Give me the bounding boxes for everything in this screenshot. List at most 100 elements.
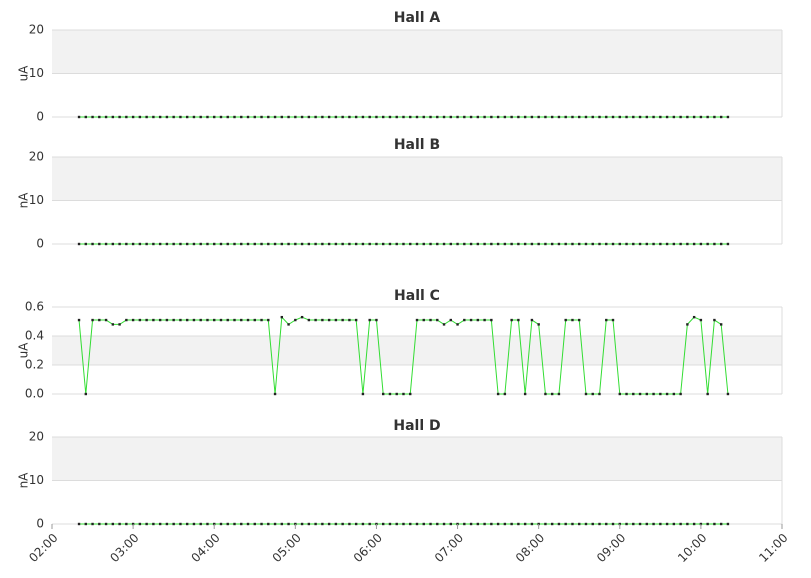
data-point	[185, 318, 189, 322]
data-point	[388, 115, 392, 119]
data-point	[652, 242, 655, 246]
data-point	[456, 242, 459, 246]
data-point	[436, 115, 439, 119]
data-point	[699, 242, 703, 246]
data-point	[578, 522, 581, 526]
data-point	[706, 522, 709, 526]
data-point	[287, 522, 290, 526]
data-point	[503, 242, 507, 246]
data-point	[456, 323, 459, 326]
panel-title: Hall C	[394, 288, 440, 304]
data-point	[361, 242, 365, 246]
data-point	[354, 318, 358, 322]
data-point	[300, 522, 304, 526]
data-point	[77, 522, 81, 526]
data-point	[179, 242, 182, 246]
data-point	[625, 522, 628, 526]
data-point	[618, 115, 621, 119]
data-point	[672, 522, 676, 526]
data-point	[368, 318, 371, 322]
data-point	[638, 392, 642, 396]
data-point	[449, 115, 452, 119]
x-tick-label: 06:00	[351, 531, 385, 565]
data-point	[375, 242, 378, 246]
data-point	[294, 318, 297, 322]
data-point	[145, 242, 148, 246]
data-point	[314, 115, 317, 119]
y-axis-label: nA	[17, 472, 31, 489]
data-point	[436, 522, 439, 526]
data-point	[645, 115, 649, 119]
data-point	[361, 115, 365, 119]
data-point	[699, 318, 703, 322]
data-point	[523, 115, 527, 119]
data-point	[598, 115, 601, 119]
data-point	[91, 522, 94, 526]
data-point	[510, 318, 513, 322]
x-tick-label: 08:00	[513, 531, 547, 565]
data-point	[476, 318, 480, 322]
data-point	[415, 318, 419, 322]
data-point	[584, 392, 588, 396]
data-point	[625, 242, 628, 246]
data-point	[111, 323, 115, 326]
data-point	[240, 242, 243, 246]
data-point	[449, 242, 452, 246]
data-point	[98, 115, 101, 119]
data-point	[185, 115, 189, 119]
data-point	[442, 522, 446, 526]
data-point	[348, 318, 351, 322]
data-point	[591, 115, 594, 119]
data-point	[557, 115, 561, 119]
data-point	[686, 115, 689, 119]
data-point	[665, 115, 669, 119]
data-point	[564, 318, 567, 322]
data-point	[510, 522, 513, 526]
data-point	[550, 392, 554, 396]
data-point	[523, 242, 527, 246]
data-point	[233, 115, 236, 119]
data-point	[280, 315, 284, 319]
data-point	[692, 315, 696, 319]
data-point	[638, 115, 642, 119]
data-point	[354, 522, 358, 526]
data-point	[517, 318, 520, 322]
data-point	[185, 522, 189, 526]
data-point	[713, 318, 716, 322]
data-point	[679, 392, 682, 396]
data-point	[131, 115, 135, 119]
data-point	[314, 242, 317, 246]
data-point	[192, 522, 196, 526]
data-point	[84, 242, 87, 246]
data-point	[213, 242, 216, 246]
data-point	[179, 522, 182, 526]
data-point	[152, 522, 155, 526]
data-point	[375, 115, 378, 119]
data-point	[206, 242, 209, 246]
data-point	[429, 242, 432, 246]
data-point	[706, 392, 709, 396]
data-point	[226, 522, 229, 526]
data-point	[341, 242, 344, 246]
data-point	[422, 318, 425, 322]
data-point	[368, 522, 371, 526]
data-point	[172, 318, 175, 322]
data-point	[145, 522, 148, 526]
data-point	[672, 242, 676, 246]
data-point	[348, 522, 351, 526]
data-point	[240, 318, 243, 322]
data-point	[172, 522, 175, 526]
data-point	[544, 522, 547, 526]
data-point	[692, 115, 696, 119]
data-point	[219, 242, 223, 246]
data-point	[260, 318, 263, 322]
data-point	[517, 242, 520, 246]
data-point	[659, 392, 662, 396]
data-point	[686, 323, 689, 326]
data-point	[402, 392, 405, 396]
data-point	[645, 242, 649, 246]
data-point	[388, 522, 392, 526]
data-point	[598, 522, 601, 526]
data-point	[273, 522, 277, 526]
data-point	[402, 115, 405, 119]
